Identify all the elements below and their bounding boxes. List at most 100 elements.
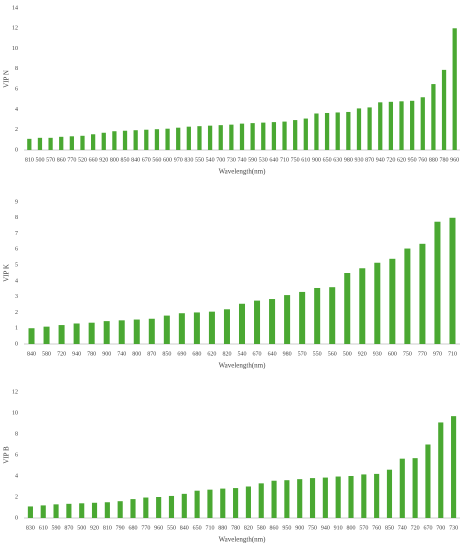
bar <box>59 136 64 150</box>
y-tick-label: 9 <box>15 199 18 205</box>
bar <box>250 123 255 150</box>
y-tick-label: 0 <box>15 515 18 521</box>
bar <box>58 325 65 344</box>
bar <box>156 497 162 518</box>
bar <box>207 489 213 518</box>
x-tick-label: 920 <box>90 525 99 531</box>
bar <box>122 130 128 150</box>
x-tick-label: 680 <box>192 351 201 357</box>
x-tick-label: 550 <box>167 525 176 531</box>
bar <box>297 479 303 518</box>
x-tick-label: 640 <box>269 157 278 163</box>
x-tick-label: 830 <box>184 157 193 163</box>
bar <box>293 120 298 150</box>
y-tick-label: 8 <box>15 431 18 437</box>
bar <box>104 502 110 518</box>
bar <box>431 84 436 150</box>
x-tick-label: 670 <box>253 351 262 357</box>
y-tick-label: 14 <box>12 5 18 11</box>
x-tick-label: 850 <box>385 525 394 531</box>
bar <box>168 495 175 518</box>
y-axis-title: VIP B <box>3 446 11 464</box>
bar <box>254 300 261 344</box>
x-tick-label: 570 <box>298 351 307 357</box>
bar <box>399 458 405 518</box>
x-tick-label: 710 <box>448 351 457 357</box>
x-tick-label: 900 <box>102 351 111 357</box>
bar <box>399 101 404 150</box>
x-tick-label: 740 <box>238 157 247 163</box>
y-tick-label: 0 <box>15 147 18 153</box>
x-tick-label: 770 <box>418 351 427 357</box>
x-tick-label: 850 <box>121 157 130 163</box>
bar <box>346 111 351 150</box>
x-tick-label: 710 <box>205 525 214 531</box>
bar <box>133 130 138 150</box>
bar <box>103 321 110 344</box>
bar <box>133 319 140 344</box>
bar <box>165 128 170 150</box>
x-tick-label: 940 <box>376 157 385 163</box>
bar <box>91 502 98 518</box>
x-tick-label: 730 <box>227 157 236 163</box>
bar <box>101 132 106 150</box>
bar <box>388 101 394 150</box>
bar <box>329 287 336 344</box>
y-tick-label: 10 <box>12 410 18 416</box>
bar <box>193 312 200 344</box>
x-tick-label: 650 <box>193 525 202 531</box>
x-tick-label: 750 <box>291 157 300 163</box>
bar <box>176 127 181 150</box>
x-tick-label: 720 <box>411 525 420 531</box>
x-tick-label: 700 <box>216 157 225 163</box>
bar <box>118 320 125 344</box>
x-tick-label: 840 <box>180 525 189 531</box>
x-tick-label: 840 <box>131 157 140 163</box>
bar <box>374 262 381 344</box>
x-tick-label: 720 <box>57 351 66 357</box>
x-tick-label: 840 <box>27 351 36 357</box>
bar <box>404 248 411 344</box>
y-tick-label: 4 <box>15 473 18 479</box>
x-tick-label: 620 <box>207 351 216 357</box>
x-tick-label: 580 <box>42 351 51 357</box>
x-tick-label: 670 <box>142 157 151 163</box>
bar <box>348 476 354 518</box>
x-tick-label: 500 <box>343 351 352 357</box>
x-tick-label: 880 <box>218 525 227 531</box>
x-tick-label: 930 <box>354 157 363 163</box>
x-axis-title: Wavelength(nm) <box>219 168 267 176</box>
x-tick-label: 610 <box>39 525 48 531</box>
bar <box>148 318 155 344</box>
bar <box>425 444 431 518</box>
y-axis-title: VIP N <box>3 70 11 88</box>
bar <box>389 258 396 344</box>
bar <box>194 490 200 518</box>
x-tick-label: 950 <box>282 525 291 531</box>
bar <box>420 97 425 150</box>
bar <box>449 217 456 344</box>
x-tick-label: 740 <box>398 525 407 531</box>
bar <box>117 501 123 518</box>
bar <box>261 122 266 150</box>
bar <box>27 138 32 150</box>
bar <box>344 273 351 344</box>
bar <box>66 503 72 518</box>
x-tick-label: 710 <box>280 157 289 163</box>
bar <box>361 474 367 518</box>
x-axis-title: Wavelength(nm) <box>219 362 267 370</box>
x-tick-label: 980 <box>344 157 353 163</box>
x-tick-label: 950 <box>408 157 417 163</box>
x-tick-label: 590 <box>248 157 257 163</box>
bar <box>239 123 245 150</box>
x-tick-label: 540 <box>206 157 215 163</box>
x-tick-label: 530 <box>259 157 268 163</box>
x-tick-label: 850 <box>162 351 171 357</box>
x-tick-label: 640 <box>268 351 277 357</box>
bar <box>441 69 447 150</box>
bar <box>208 311 215 344</box>
x-tick-label: 770 <box>67 157 76 163</box>
y-tick-label: 12 <box>12 26 18 32</box>
y-tick-label: 2 <box>15 494 18 500</box>
bar <box>73 323 80 344</box>
